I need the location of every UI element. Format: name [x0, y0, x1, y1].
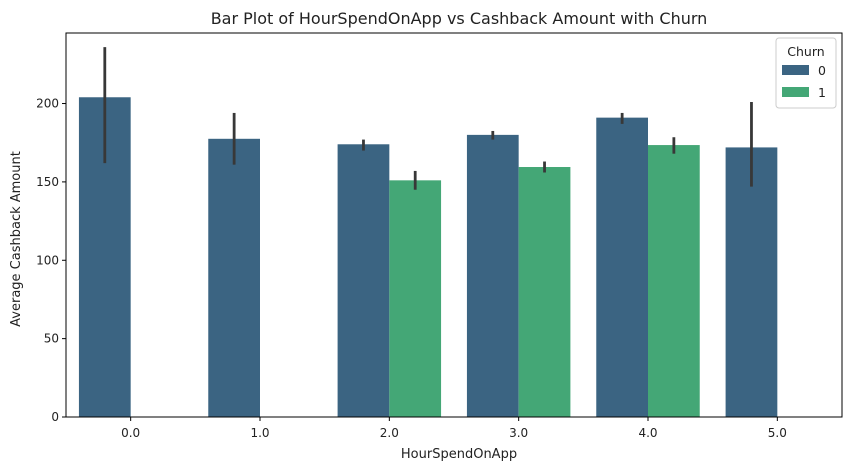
bar-churn0-2.0 — [337, 144, 390, 418]
bar-churn1-2.0 — [389, 180, 442, 417]
bar-churn0-3.0 — [466, 134, 519, 417]
x-tick-label: 0.0 — [121, 426, 140, 440]
bar-churn0-5.0 — [725, 147, 778, 417]
x-tick-label: 1.0 — [250, 426, 269, 440]
legend-label-0: 0 — [818, 63, 826, 78]
x-axis-label: HourSpendOnApp — [401, 447, 517, 462]
bar-churn0-4.0 — [596, 117, 648, 418]
bar-churn1-3.0 — [518, 167, 571, 417]
y-tick-label: 200 — [36, 97, 59, 111]
y-tick-label: 100 — [36, 253, 59, 267]
legend-title: Churn — [787, 44, 824, 59]
y-axis: 0 50 100 150 200 — [36, 97, 66, 424]
x-tick-label: 5.0 — [768, 426, 787, 440]
x-tick-label: 2.0 — [380, 426, 399, 440]
y-axis-label: Average Cashback Amount — [9, 151, 24, 327]
y-tick-label: 150 — [36, 175, 59, 189]
y-tick-label: 0 — [51, 410, 59, 424]
x-axis: 0.0 1.0 2.0 3.0 4.0 5.0 — [121, 417, 787, 440]
bar-churn1-4.0 — [648, 145, 700, 417]
bar-churn0-1.0 — [208, 138, 260, 418]
x-tick-label: 4.0 — [638, 426, 657, 440]
y-tick-label: 50 — [44, 332, 59, 346]
legend: Churn 0 1 — [775, 37, 837, 109]
legend-swatch-0 — [782, 65, 809, 75]
plot-area — [65, 32, 843, 418]
legend-label-1: 1 — [818, 85, 826, 100]
plot-frame — [65, 32, 843, 418]
chart-title: Bar Plot of HourSpendOnApp vs Cashback A… — [211, 9, 708, 28]
x-tick-label: 3.0 — [509, 426, 528, 440]
legend-swatch-1 — [782, 87, 809, 97]
